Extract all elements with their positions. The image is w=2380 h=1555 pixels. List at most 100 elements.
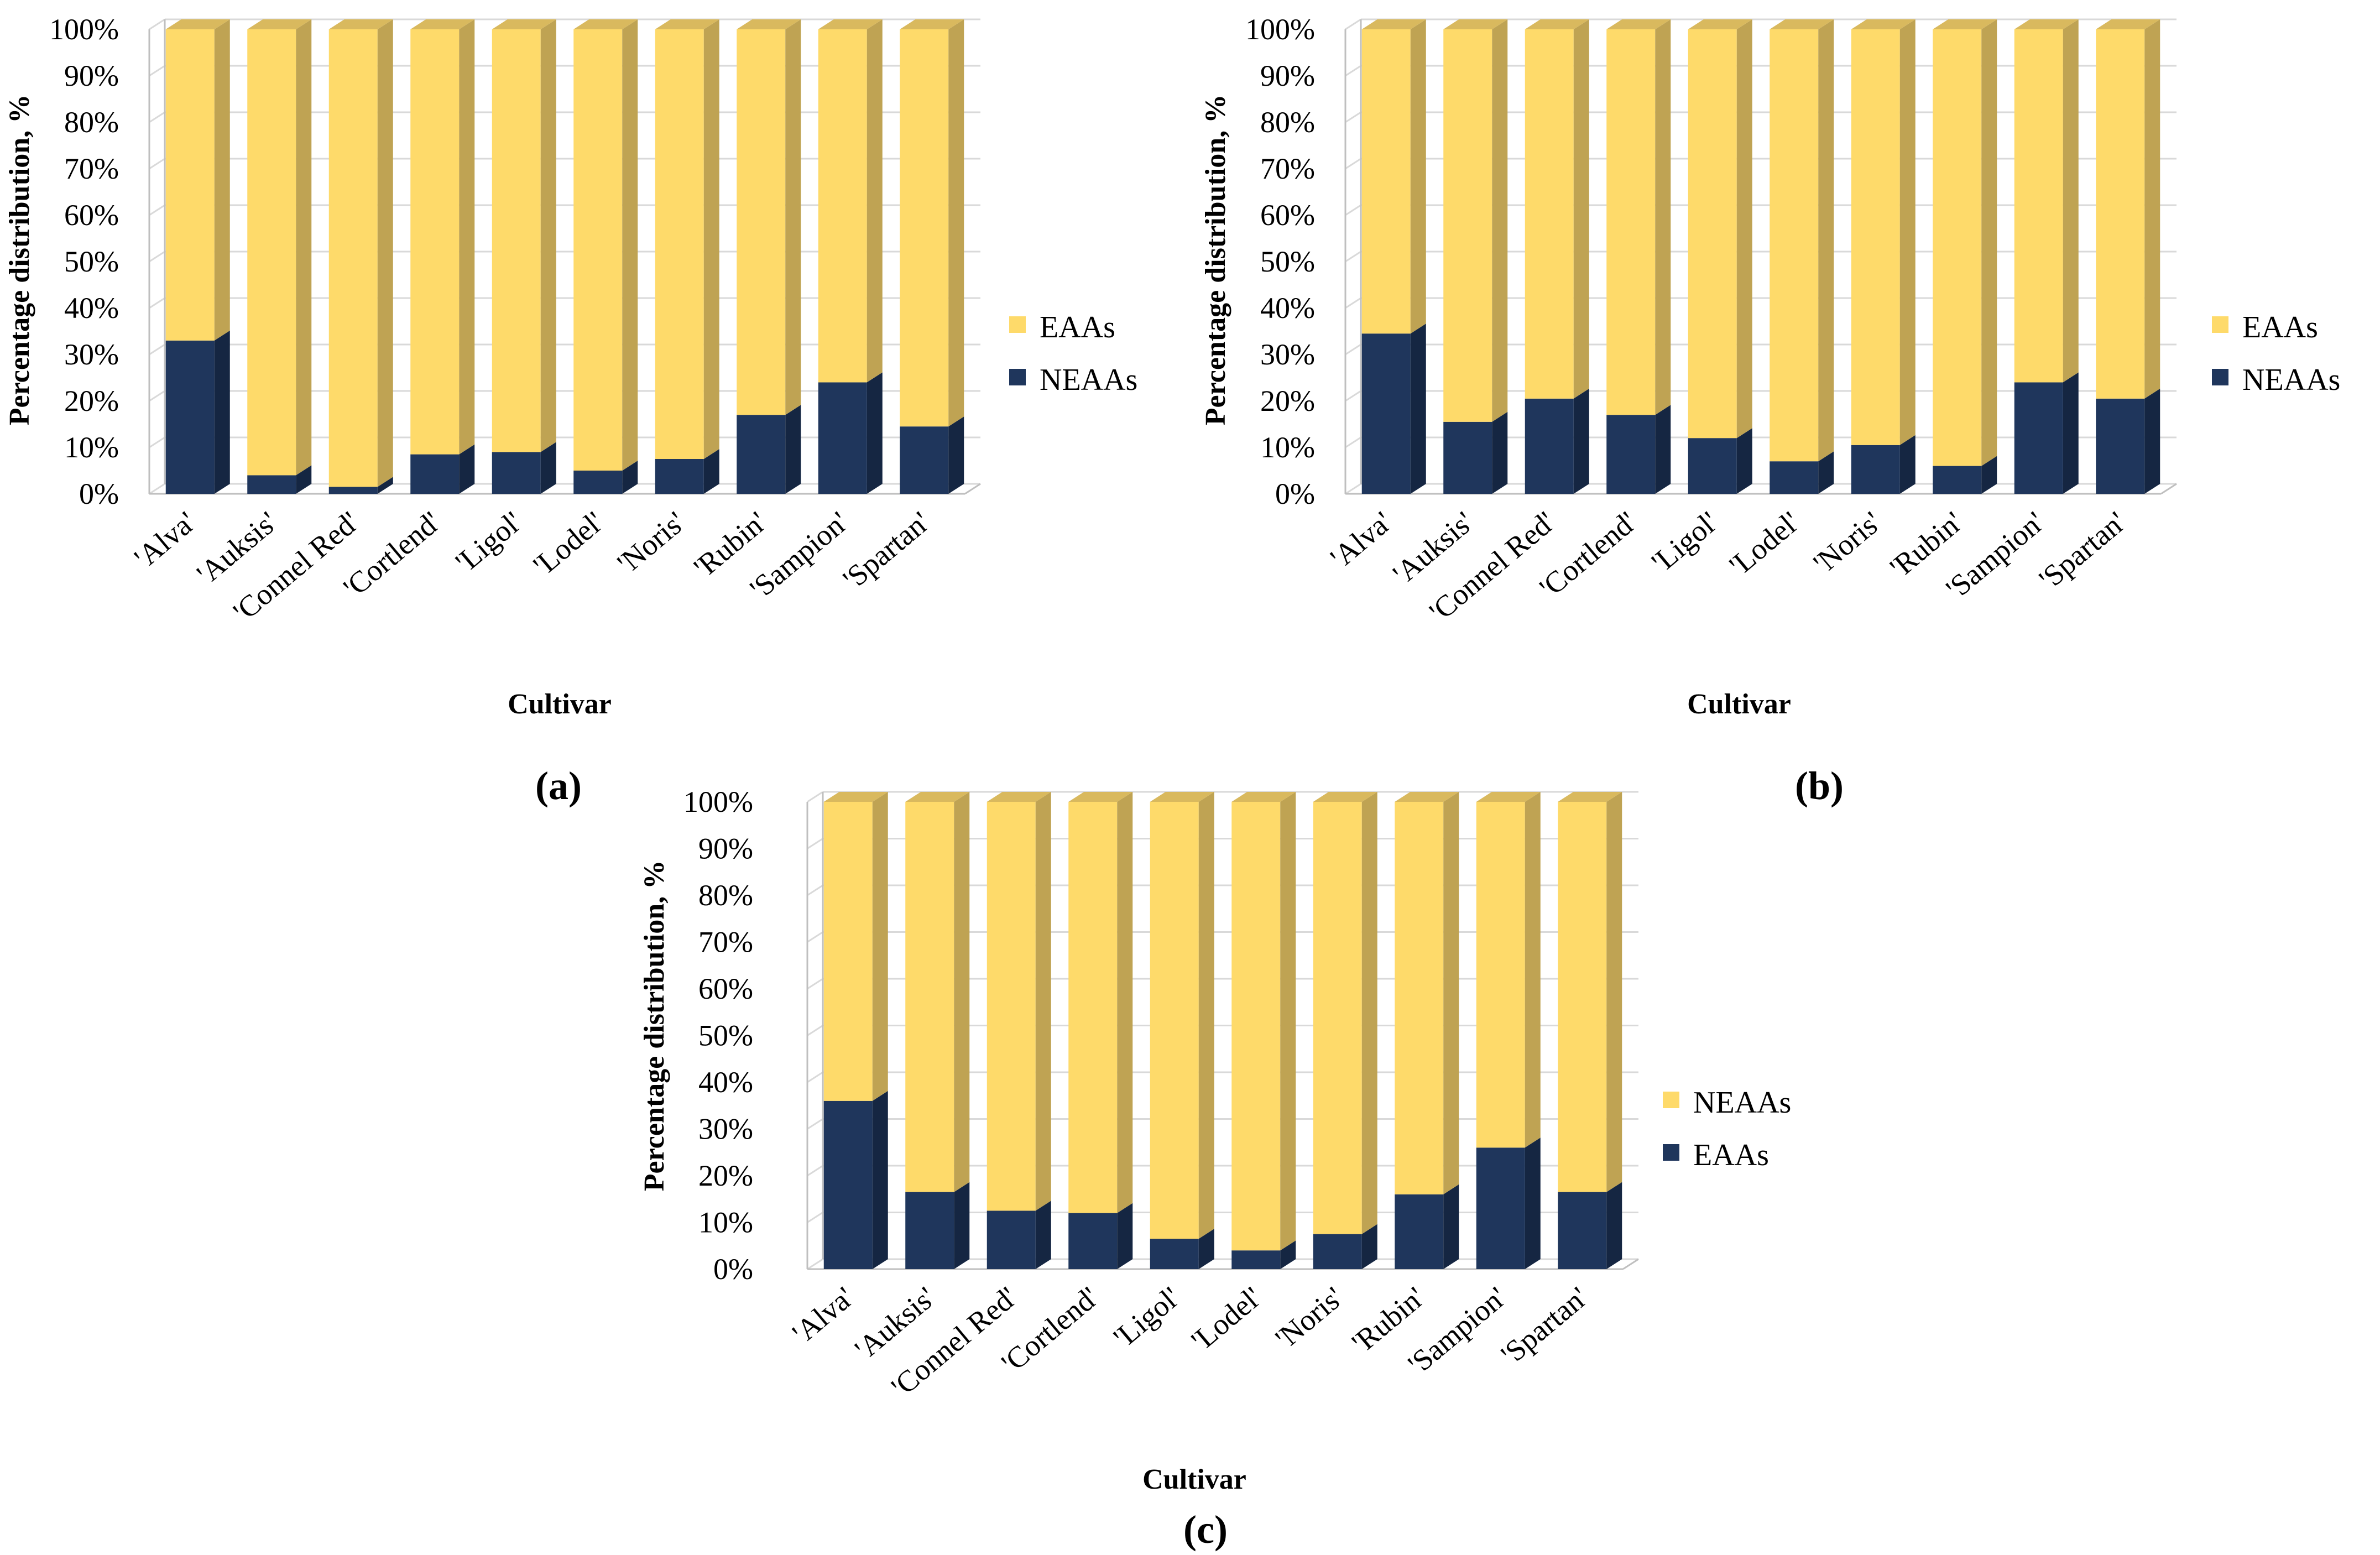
y-tick-label: 50% (1260, 245, 1315, 278)
bar-top (737, 19, 801, 29)
bar-front (1068, 802, 1118, 1213)
bar-eaas-0 (1361, 19, 1426, 334)
bar-eaas-4 (492, 19, 556, 452)
gridline-side (1345, 390, 1361, 402)
bar-side (1410, 19, 1426, 334)
x-axis-title: Cultivar (508, 688, 612, 720)
gridline-side (149, 18, 165, 30)
bar-front (2014, 29, 2063, 383)
bar-eaas-3 (1068, 1203, 1133, 1269)
bar-side (703, 19, 719, 459)
bar-neaas-7 (737, 405, 801, 494)
bar-eaas-7 (1395, 1184, 1459, 1269)
bar-front (655, 29, 704, 459)
legend-swatch (1009, 316, 1026, 333)
gridline-side (1345, 343, 1361, 356)
y-tick-label: 100% (683, 785, 753, 818)
bar-top (905, 792, 970, 802)
bar-front (823, 1100, 873, 1269)
x-axis-title: Cultivar (1687, 688, 1791, 720)
bar-front (1558, 1192, 1607, 1269)
bar-neaas-1 (905, 792, 970, 1192)
bar-neaas-2 (1525, 388, 1589, 494)
gridline-side (807, 931, 823, 943)
bar-front (1150, 802, 1199, 1239)
bar-side (214, 19, 230, 341)
bar-front (1770, 461, 1819, 494)
bar-side (377, 477, 393, 494)
bar-side (1035, 1201, 1051, 1269)
bar-front (987, 1210, 1036, 1269)
bar-side (540, 19, 556, 452)
legend-swatch (1663, 1092, 1679, 1108)
y-tick-label: 70% (1260, 152, 1315, 185)
gridline-side (1345, 18, 1361, 30)
bar-top (1395, 792, 1459, 802)
bar-front (900, 426, 949, 494)
bar-top (1770, 19, 1834, 29)
bar-top (1361, 19, 1426, 29)
bar-front (905, 1192, 954, 1269)
bar-front (900, 29, 949, 427)
bar-side (2144, 388, 2160, 494)
bar-front (1313, 802, 1362, 1234)
bar-top (573, 19, 638, 29)
bar-side (1573, 388, 1589, 494)
bar-front (1933, 29, 1982, 466)
y-tick-label: 100% (49, 13, 119, 46)
gridline-side (1345, 251, 1361, 263)
bar-front (247, 29, 296, 476)
gridline-side (149, 251, 165, 263)
bar-neaas-9 (2096, 388, 2160, 494)
bar-eaas-7 (1933, 19, 1997, 466)
gridline-side (1345, 297, 1361, 309)
bar-front (1688, 29, 1737, 439)
bar-side (1035, 792, 1051, 1211)
bar-side (867, 372, 883, 494)
bar-neaas-5 (1770, 451, 1834, 494)
bar-front (818, 382, 867, 494)
bar-top (1558, 792, 1622, 802)
bar-eaas-1 (1443, 19, 1508, 422)
bar-neaas-3 (410, 444, 475, 494)
bar-front (1443, 29, 1492, 422)
bar-side (459, 19, 475, 455)
gridline-side (1345, 483, 1361, 495)
gridline-side (807, 1212, 823, 1223)
gridline-side (807, 1165, 823, 1177)
bar-neaas-0 (1361, 323, 1426, 494)
bar-neaas-6 (1851, 435, 1916, 494)
bar-side (1525, 792, 1541, 1148)
bar-neaas-9 (900, 416, 964, 494)
bar-top (1688, 19, 1752, 29)
bar-front (1688, 438, 1737, 494)
bar-top (410, 19, 475, 29)
y-tick-label: 40% (1260, 291, 1315, 325)
bar-front (1851, 29, 1900, 445)
panel-label: (b) (1795, 764, 1844, 808)
bar-neaas-4 (1150, 792, 1214, 1239)
y-tick-label: 0% (1275, 477, 1315, 510)
bar-side (1573, 19, 1589, 399)
gridline-side (149, 483, 165, 495)
bar-side (296, 465, 312, 494)
bar-eaas-9 (1558, 1182, 1622, 1269)
bar-front (1443, 421, 1492, 494)
bar-top (987, 792, 1051, 802)
bar-front (1361, 29, 1411, 334)
bar-side (214, 330, 230, 494)
bar-front (410, 29, 460, 455)
y-tick-label: 70% (64, 152, 119, 185)
bar-front (1933, 466, 1982, 494)
y-tick-label: 10% (1260, 431, 1315, 464)
y-tick-label: 50% (698, 1019, 753, 1052)
y-tick-label: 100% (1245, 13, 1315, 46)
bar-side (1280, 792, 1296, 1251)
bar-eaas-4 (1688, 19, 1752, 439)
bar-side (948, 19, 964, 427)
gridline-side (807, 1258, 823, 1270)
bar-side (2063, 372, 2079, 494)
bar-neaas-7 (1395, 792, 1459, 1194)
bar-front (655, 459, 704, 494)
bar-side (872, 792, 888, 1101)
